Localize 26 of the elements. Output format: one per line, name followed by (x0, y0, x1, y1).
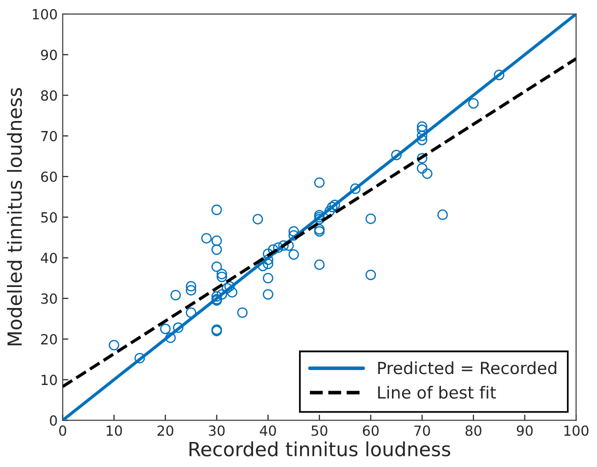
legend-label: Predicted = Recorded (378, 361, 556, 374)
y-axis-title: Modelled tinnitus loudness (6, 88, 22, 346)
x-axis-title: Recorded tinnitus loudness (190, 441, 450, 456)
x-tick-label: 50 (312, 425, 328, 436)
x-tick-label: 70 (414, 425, 430, 436)
y-tick-label: 60 (41, 171, 57, 182)
x-tick-label: 100 (564, 425, 588, 436)
y-tick-label: 10 (42, 374, 57, 386)
x-tick-label: 30 (208, 425, 225, 436)
y-tick-label: 90 (41, 50, 57, 60)
y-tick-label: 80 (41, 90, 57, 101)
y-tick-label: 50 (41, 212, 57, 223)
y-tick-label: 30 (41, 293, 57, 304)
legend-label: Line of best fit (378, 386, 496, 399)
y-tick-label: 70 (41, 130, 57, 142)
y-tick-label: 100 (32, 8, 57, 20)
y-tick-label: 0 (50, 415, 57, 426)
x-tick-label: 80 (466, 425, 482, 436)
y-tick-label: 20 (41, 334, 57, 345)
x-tick-label: 60 (362, 425, 379, 436)
x-tick-label: 90 (516, 425, 533, 436)
x-tick-label: 20 (158, 425, 174, 436)
x-tick-label: 40 (260, 425, 276, 436)
x-tick-label: 10 (106, 425, 122, 436)
y-tick-label: 40 (40, 252, 57, 264)
x-tick-label: 0 (59, 425, 66, 436)
